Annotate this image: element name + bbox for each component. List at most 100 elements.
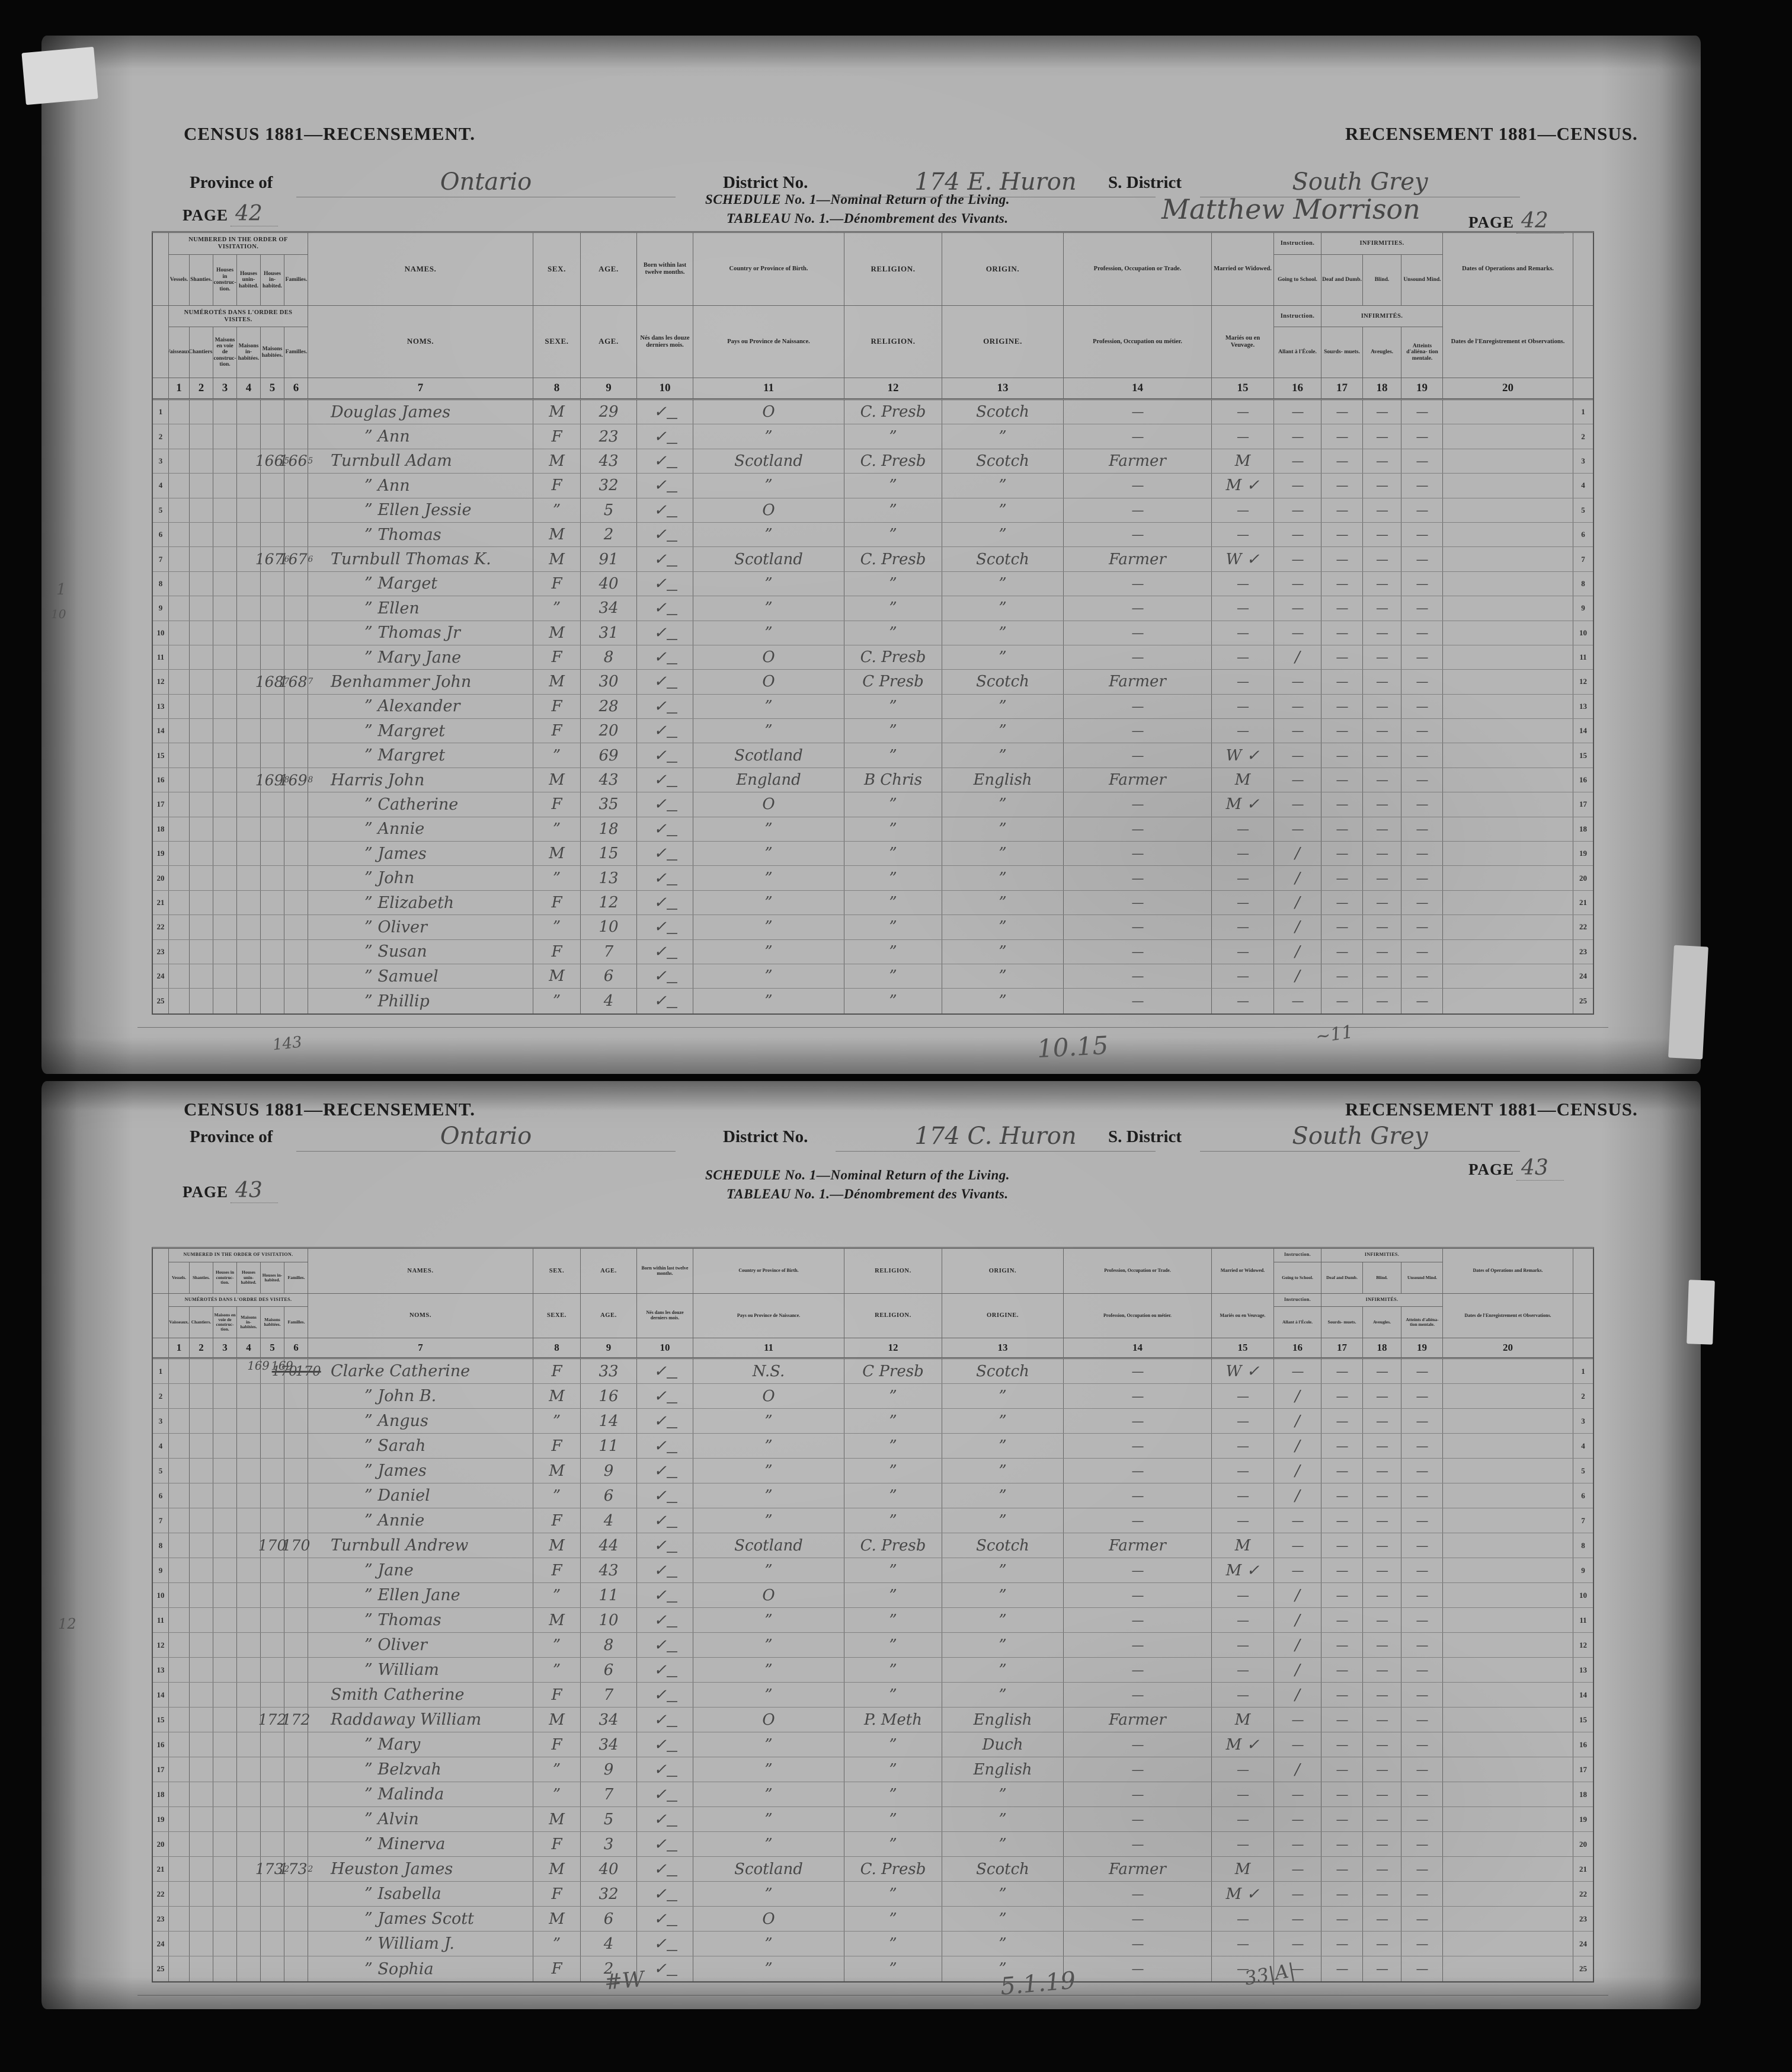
cell-blind: — xyxy=(1363,547,1401,571)
cell-religion: C. Presb xyxy=(844,1857,942,1881)
cell-houses-uninhabited xyxy=(237,621,261,645)
instruction-group-en: Instruction. Going to School. xyxy=(1274,1249,1321,1293)
cell-family-number xyxy=(284,1508,308,1533)
cell-sex: ” xyxy=(533,1409,581,1433)
cell-vessels xyxy=(169,915,190,939)
cell-vessels xyxy=(169,817,190,842)
cell-age: 29 xyxy=(581,400,637,424)
cell-birthplace: O xyxy=(693,400,844,424)
row-number-gutter xyxy=(1573,378,1593,398)
cell-occupation: — xyxy=(1064,400,1212,424)
cell-houses-construction xyxy=(213,1732,237,1757)
cell-houses-construction xyxy=(213,621,237,645)
cell-unsound-mind: — xyxy=(1401,866,1443,890)
col-houses-inhabited-en: Houses in- habited. xyxy=(261,254,284,305)
cell-blind: — xyxy=(1363,670,1401,694)
row-number: 14 xyxy=(153,1683,169,1707)
row-number: 20 xyxy=(153,866,169,890)
col-shanties-fr: Chantiers. xyxy=(190,327,213,378)
page-number-value: 42 xyxy=(231,202,278,226)
row-number: 13 xyxy=(153,694,169,719)
cell-married: W ✓ xyxy=(1212,743,1274,768)
census-row: 6” Daniel” 6 ✓””” — — / — — —6 xyxy=(153,1483,1593,1508)
pencil-annotation: 143 xyxy=(271,1033,303,1054)
cell-shanties xyxy=(190,571,213,596)
infirmities-title-fr: INFIRMITÉS. xyxy=(1321,1294,1442,1307)
cell-religion: ” xyxy=(844,939,942,964)
cell-sex: M xyxy=(533,400,581,424)
census-row: 20” Minerva F 3 ✓””” — — — — — —20 xyxy=(153,1832,1593,1857)
cell-house-number: 173 2 xyxy=(255,1857,289,1881)
cell-shanties xyxy=(190,694,213,719)
cell-blind: — xyxy=(1363,474,1401,498)
cell-shanties xyxy=(190,547,213,571)
col-age-fr: AGE. xyxy=(581,1294,637,1338)
cell-shanties xyxy=(190,474,213,498)
row-number: 24 xyxy=(1579,1939,1587,1948)
cell-married: W ✓ xyxy=(1212,1359,1274,1383)
cell-occupation: — xyxy=(1064,1359,1212,1383)
cell-married: — xyxy=(1212,817,1274,842)
cell-school: — xyxy=(1274,1882,1321,1906)
cell-age: 34 xyxy=(581,1708,637,1732)
cell-unsound-mind: — xyxy=(1401,474,1443,498)
cell-religion: ” xyxy=(844,571,942,596)
col-married-en: Married or Widowed. xyxy=(1212,1249,1274,1293)
cell-houses-construction xyxy=(213,719,237,743)
col-birthplace-fr: Pays ou Province de Naissance. xyxy=(693,306,844,378)
cell-birthplace: England xyxy=(693,768,844,792)
province-label: Province of xyxy=(190,1127,273,1146)
cell-occupation: — xyxy=(1064,1832,1212,1856)
cell-sex: F xyxy=(533,1732,581,1757)
col-born-12mo-en: Born within last twelve months. xyxy=(637,1249,693,1293)
census-row: 3” Angus” 14 ✓””” — — / — — —3 xyxy=(153,1409,1593,1434)
cell-age: 2 xyxy=(581,1956,637,1981)
cell-school: — xyxy=(1274,719,1321,743)
row-number: 15 xyxy=(153,743,169,768)
cell-origin: ” xyxy=(942,522,1064,547)
col-married-fr: Mariés ou en Veuvage. xyxy=(1212,1294,1274,1338)
cell-deaf-dumb: — xyxy=(1321,1558,1363,1582)
cell-unsound-mind: — xyxy=(1401,1757,1443,1782)
cell-shanties xyxy=(190,1434,213,1458)
cell-born-12mo: ✓ xyxy=(637,1907,693,1931)
cell-origin: ” xyxy=(942,939,1064,964)
column-number: 16 xyxy=(1274,1338,1321,1357)
cell-blind: — xyxy=(1363,1807,1401,1831)
cell-origin: ” xyxy=(942,964,1064,989)
cell-married: M xyxy=(1212,1857,1274,1881)
visitation-group-fr: NUMÉROTÉS DANS L'ORDRE DES VISITES. Vais… xyxy=(169,306,308,378)
table-header-slot: NUMBERED IN THE ORDER OF VISITATION. Ves… xyxy=(153,1249,1593,1359)
cell-born-12mo: ✓ xyxy=(637,890,693,915)
column-number: 7 xyxy=(308,1338,533,1357)
cell-houses-uninhabited xyxy=(237,866,261,890)
col-houses-uninhabited-en: Houses unin- habited. xyxy=(237,1262,261,1293)
cell-houses-uninhabited xyxy=(237,743,261,768)
cell-origin: ” xyxy=(942,596,1064,621)
cell-sex: M xyxy=(533,670,581,694)
cell-shanties xyxy=(190,400,213,424)
cell-unsound-mind: — xyxy=(1401,842,1443,866)
cell-houses-uninhabited xyxy=(237,1782,261,1806)
col-vessels-en: Vessels. xyxy=(169,254,190,305)
cell-family-number xyxy=(284,1907,308,1931)
cell-sex: F xyxy=(533,1434,581,1458)
cell-occupation: — xyxy=(1064,743,1212,768)
cell-sex: F xyxy=(533,1508,581,1533)
cell-married: — xyxy=(1212,670,1274,694)
cell-school: / xyxy=(1274,1459,1321,1483)
cell-school: / xyxy=(1274,1434,1321,1458)
cell-houses-uninhabited xyxy=(237,1533,261,1558)
schedule-title-en: SCHEDULE No. 1—Nominal Return of the Liv… xyxy=(705,1168,1010,1182)
cell-house-number xyxy=(261,1483,284,1508)
cell-occupation: Farmer xyxy=(1064,1708,1212,1732)
infirmities-group-fr: INFIRMITÉS. Sourds- muets. Aveugles. Att… xyxy=(1321,1294,1443,1338)
cell-house-number: 168 7 xyxy=(255,670,289,694)
instruction-group-en: Instruction. Going to School. xyxy=(1274,233,1321,305)
cell-age: 2 xyxy=(581,522,637,547)
cell-born-12mo: ✓ xyxy=(637,1832,693,1856)
cell-origin: ” xyxy=(942,1683,1064,1707)
cell-birthplace: O xyxy=(693,1907,844,1931)
cell-school: — xyxy=(1274,817,1321,842)
cell-remarks xyxy=(1443,1683,1573,1707)
